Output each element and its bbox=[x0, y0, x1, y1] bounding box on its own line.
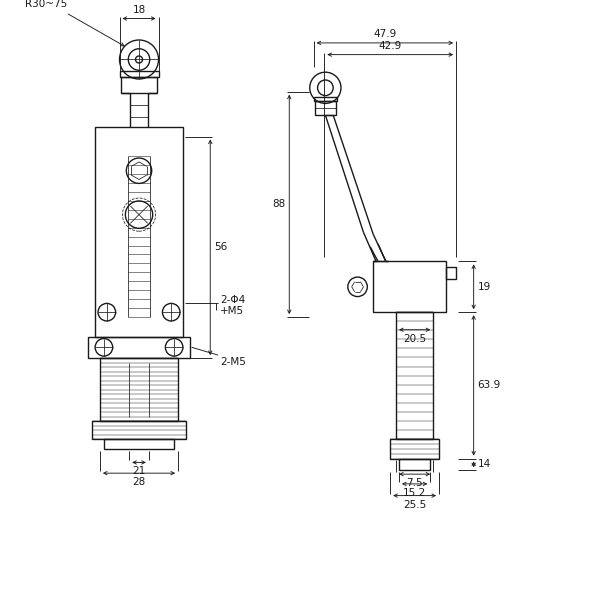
Text: 88: 88 bbox=[272, 199, 286, 209]
Bar bbox=[399, 458, 430, 470]
Text: 56: 56 bbox=[214, 242, 227, 253]
Text: 47.9: 47.9 bbox=[373, 29, 397, 39]
Bar bbox=[92, 421, 186, 439]
Bar bbox=[119, 71, 158, 77]
Text: 20.5: 20.5 bbox=[403, 334, 426, 344]
Text: 14: 14 bbox=[478, 460, 491, 469]
Bar bbox=[88, 337, 190, 358]
Bar bbox=[95, 127, 183, 337]
Text: 19: 19 bbox=[478, 282, 491, 292]
Text: 21: 21 bbox=[133, 466, 146, 476]
Text: 2-M5: 2-M5 bbox=[220, 357, 246, 367]
Text: 15.2: 15.2 bbox=[403, 488, 426, 498]
Bar bbox=[314, 97, 337, 101]
Text: 63.9: 63.9 bbox=[478, 380, 501, 391]
Text: 18: 18 bbox=[133, 5, 146, 14]
Text: 25.5: 25.5 bbox=[403, 500, 426, 509]
Text: +M5: +M5 bbox=[220, 306, 244, 316]
Bar bbox=[373, 262, 446, 312]
Text: 28: 28 bbox=[133, 477, 146, 487]
Bar bbox=[390, 439, 439, 458]
Bar bbox=[121, 77, 157, 92]
Bar bbox=[446, 268, 456, 279]
Text: 7.5: 7.5 bbox=[406, 478, 423, 488]
Bar bbox=[396, 312, 433, 439]
Bar bbox=[104, 439, 174, 449]
Text: R30~75: R30~75 bbox=[25, 0, 67, 9]
Text: 2-Φ4: 2-Φ4 bbox=[220, 295, 245, 305]
Bar bbox=[100, 358, 178, 421]
Text: 42.9: 42.9 bbox=[379, 41, 402, 51]
Bar bbox=[314, 101, 336, 115]
